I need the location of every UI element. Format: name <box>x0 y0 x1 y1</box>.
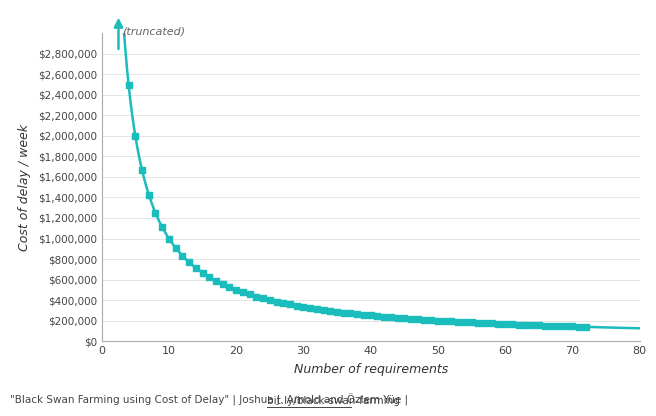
Text: (truncated): (truncated) <box>123 26 186 36</box>
Point <box>541 322 551 329</box>
Point <box>224 284 235 290</box>
Point <box>136 167 147 173</box>
Point <box>338 309 349 316</box>
X-axis label: Number of requirements: Number of requirements <box>293 363 448 376</box>
Text: "Black Swan Farming using Cost of Delay" | Joshua J. Arnold and Özlem Yüe |: "Black Swan Farming using Cost of Delay"… <box>10 393 411 406</box>
Point <box>184 259 194 265</box>
Point <box>399 315 409 322</box>
Point <box>433 317 443 324</box>
Point <box>117 0 127 2</box>
Point <box>204 274 215 280</box>
Point <box>392 314 403 321</box>
Point <box>197 270 208 276</box>
Point <box>480 320 490 327</box>
Point <box>345 310 356 317</box>
Point <box>291 302 302 309</box>
Point <box>473 319 483 326</box>
Point <box>500 321 510 327</box>
Point <box>177 252 188 259</box>
Point <box>514 321 524 328</box>
Point <box>305 305 316 311</box>
Point <box>405 315 417 322</box>
Point <box>237 289 248 296</box>
Point <box>506 321 517 328</box>
Point <box>123 81 134 88</box>
Point <box>171 245 181 251</box>
Point <box>487 320 497 327</box>
Point <box>426 317 436 324</box>
Point <box>440 318 450 324</box>
Point <box>325 307 336 314</box>
Point <box>264 297 275 303</box>
Point <box>386 314 396 321</box>
Point <box>244 291 255 298</box>
Point <box>365 312 376 319</box>
Point <box>278 300 289 307</box>
Point <box>527 322 537 328</box>
Point <box>211 277 221 284</box>
Point <box>352 311 362 317</box>
Point <box>533 322 544 329</box>
Point <box>298 304 309 310</box>
Text: bit.ly/black-swan-farming: bit.ly/black-swan-farming <box>266 396 400 406</box>
Point <box>372 313 382 319</box>
Point <box>231 287 241 293</box>
Point <box>419 317 430 323</box>
Point <box>581 324 591 330</box>
Point <box>567 323 578 330</box>
Point <box>547 322 558 329</box>
Point <box>574 323 584 330</box>
Point <box>218 281 228 287</box>
Point <box>190 265 201 271</box>
Point <box>332 309 342 315</box>
Point <box>312 306 322 312</box>
Point <box>130 133 140 139</box>
Point <box>258 295 268 302</box>
Point <box>157 224 167 230</box>
Point <box>466 319 477 326</box>
Point <box>554 323 564 329</box>
Point <box>413 316 423 323</box>
Point <box>251 293 262 300</box>
Point <box>285 301 295 308</box>
Point <box>379 313 390 320</box>
Point <box>493 320 504 327</box>
Y-axis label: Cost of delay / week: Cost of delay / week <box>18 124 31 251</box>
Point <box>453 318 463 325</box>
Point <box>164 235 174 242</box>
Point <box>460 319 470 325</box>
Point <box>318 307 329 313</box>
Point <box>150 210 161 216</box>
Point <box>560 323 571 329</box>
Point <box>446 318 457 325</box>
Point <box>359 312 369 318</box>
Point <box>144 191 154 198</box>
Point <box>272 298 282 305</box>
Point <box>520 322 531 328</box>
